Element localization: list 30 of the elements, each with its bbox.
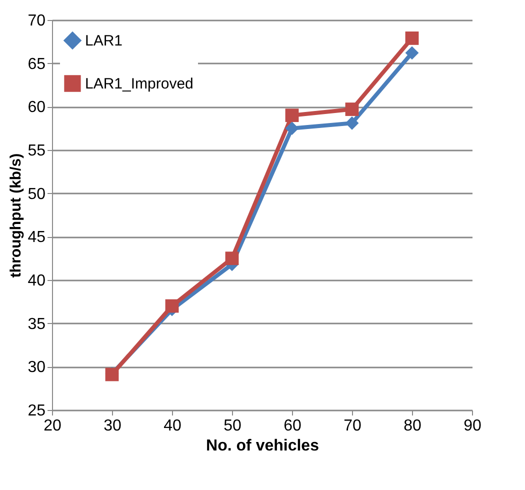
y-tick-label: 35 — [28, 316, 46, 333]
y-tick-label: 70 — [28, 12, 46, 30]
y-tick-label: 45 — [28, 229, 46, 246]
point — [285, 122, 299, 136]
x-axis-title: No. of vehicles — [206, 438, 320, 454]
point — [345, 116, 359, 130]
y-axis-title: throughput (kb/s) — [8, 153, 25, 278]
x-tick-label: 20 — [44, 418, 62, 434]
x-tick-label: 50 — [224, 418, 242, 434]
point — [345, 102, 359, 116]
x-tick-label: 30 — [104, 418, 122, 434]
x-tick-label: 80 — [404, 418, 422, 434]
point — [165, 299, 179, 313]
x-tick-label: 70 — [344, 418, 362, 434]
point — [405, 46, 419, 60]
x-tick-label: 40 — [164, 418, 182, 434]
y-tick-label: 40 — [28, 272, 46, 290]
point — [405, 31, 419, 45]
y-tick-label: 25 — [28, 402, 46, 420]
point — [285, 108, 299, 122]
legend-label: LAR1_Improved — [85, 76, 194, 92]
y-tick-label: 60 — [28, 99, 46, 116]
legend-label: LAR1 — [85, 32, 123, 50]
x-tick-label: 60 — [284, 418, 302, 434]
x-tick-label: 90 — [464, 418, 482, 434]
y-tick-label: 65 — [28, 56, 46, 73]
y-tick-label: 50 — [28, 186, 46, 203]
y-tick-label: 55 — [28, 142, 46, 160]
point — [225, 252, 239, 266]
y-tick-label: 30 — [28, 359, 46, 376]
